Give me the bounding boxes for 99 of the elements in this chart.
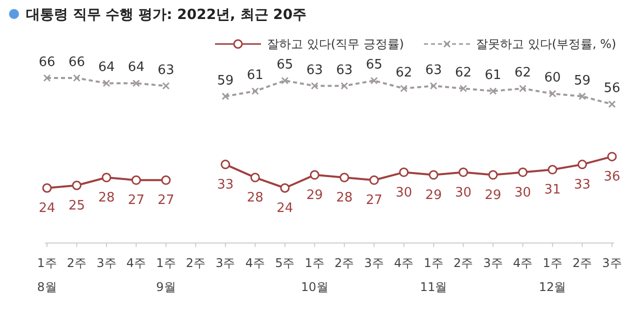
point	[578, 160, 588, 170]
x-tick-label: 2주	[66, 256, 87, 270]
data-label: 60	[544, 70, 561, 86]
data-label: 30	[396, 185, 412, 200]
data-label: 33	[574, 177, 591, 192]
point	[399, 168, 409, 178]
data-label: 29	[484, 188, 502, 203]
data-label: 61	[246, 68, 264, 84]
data-label: 29	[306, 188, 323, 203]
point	[310, 82, 318, 90]
point	[220, 160, 230, 170]
data-label: 56	[604, 81, 620, 96]
x-tick-label: 3주	[96, 256, 116, 270]
data-label: 62	[396, 65, 412, 80]
data-label: 31	[544, 182, 561, 198]
point	[607, 152, 617, 162]
point	[460, 84, 468, 92]
point	[428, 170, 438, 180]
point	[102, 79, 110, 87]
point	[370, 76, 378, 84]
x-tick-label: 1주 10월	[300, 256, 328, 294]
data-label: 28	[246, 190, 264, 206]
x-tick-label: 2주	[186, 256, 206, 270]
x-tick-label: 1주 8월	[37, 256, 57, 294]
data-label: 65	[276, 58, 294, 73]
point	[132, 79, 140, 87]
data-label: 59	[574, 73, 591, 88]
point	[102, 172, 112, 182]
x-tick-label: 1주 12월	[538, 256, 566, 294]
point	[131, 175, 141, 185]
x-tick-label: 4주	[126, 256, 146, 270]
data-label: 27	[158, 193, 174, 208]
data-label: 36	[604, 170, 620, 185]
point	[72, 180, 82, 190]
data-label: 29	[425, 188, 442, 203]
data-label: 27	[366, 193, 382, 208]
x-tick-label: 3주	[364, 256, 384, 270]
data-label: 27	[128, 193, 144, 208]
x-tick-label: 2주	[334, 256, 354, 270]
data-label: 24	[276, 201, 294, 216]
x-tick-label: 2주	[572, 256, 592, 270]
data-label: 28	[98, 190, 115, 206]
point	[162, 82, 170, 90]
x-tick-label: 3주	[216, 256, 236, 270]
data-label: 30	[455, 185, 472, 200]
data-label: 30	[514, 185, 532, 200]
legend-label: 잘하고 있다(직무 긍정률)	[267, 37, 404, 51]
point	[42, 183, 52, 193]
point	[578, 92, 586, 100]
point	[489, 87, 497, 95]
x-tick-label: 1주 9월	[156, 256, 176, 294]
x-tick-label: 2주	[453, 256, 474, 270]
x-tick-label: 4주	[245, 256, 265, 270]
data-label: 59	[217, 73, 234, 88]
x-tick-label: 5주	[275, 256, 295, 270]
point	[369, 175, 379, 185]
data-label: 25	[68, 198, 86, 214]
data-label: 66	[38, 55, 56, 70]
point	[310, 170, 320, 180]
point	[340, 82, 348, 90]
x-tick-label: 3주	[602, 256, 622, 270]
data-label: 33	[217, 177, 234, 192]
data-label: 64	[128, 60, 144, 76]
point	[519, 84, 527, 92]
data-label: 63	[425, 62, 442, 78]
x-tick-label: 4주	[512, 256, 533, 270]
x-tick-label: 1주 11월	[420, 256, 448, 294]
data-label: 63	[336, 62, 353, 78]
point	[43, 74, 51, 82]
x-tick-label: 3주	[483, 256, 503, 270]
point	[340, 172, 350, 182]
data-label: 61	[484, 68, 502, 84]
point	[280, 183, 290, 193]
point	[548, 90, 556, 98]
legend-label: 잘못하고 있다(부정률, %)	[476, 37, 616, 51]
point	[430, 82, 438, 90]
data-label: 62	[514, 65, 532, 80]
data-label: 63	[306, 62, 323, 78]
point	[72, 74, 80, 82]
point	[488, 170, 498, 180]
point	[518, 168, 528, 178]
point	[222, 92, 230, 100]
point	[400, 84, 408, 92]
point	[251, 87, 259, 95]
chart-title: 대통령 직무 수행 평가: 2022년, 최근 20주	[26, 7, 307, 23]
data-label: 62	[455, 65, 472, 80]
data-label: 28	[336, 190, 353, 206]
data-label: 66	[68, 55, 86, 70]
point	[458, 168, 468, 178]
point	[250, 172, 260, 182]
x-tick-label: 4주	[394, 256, 414, 270]
point	[281, 76, 289, 84]
data-label: 64	[98, 60, 115, 76]
point	[608, 100, 616, 108]
data-label: 63	[158, 62, 174, 78]
point	[548, 164, 558, 174]
data-label: 65	[366, 58, 382, 73]
data-label: 24	[38, 201, 56, 216]
point	[161, 175, 171, 185]
